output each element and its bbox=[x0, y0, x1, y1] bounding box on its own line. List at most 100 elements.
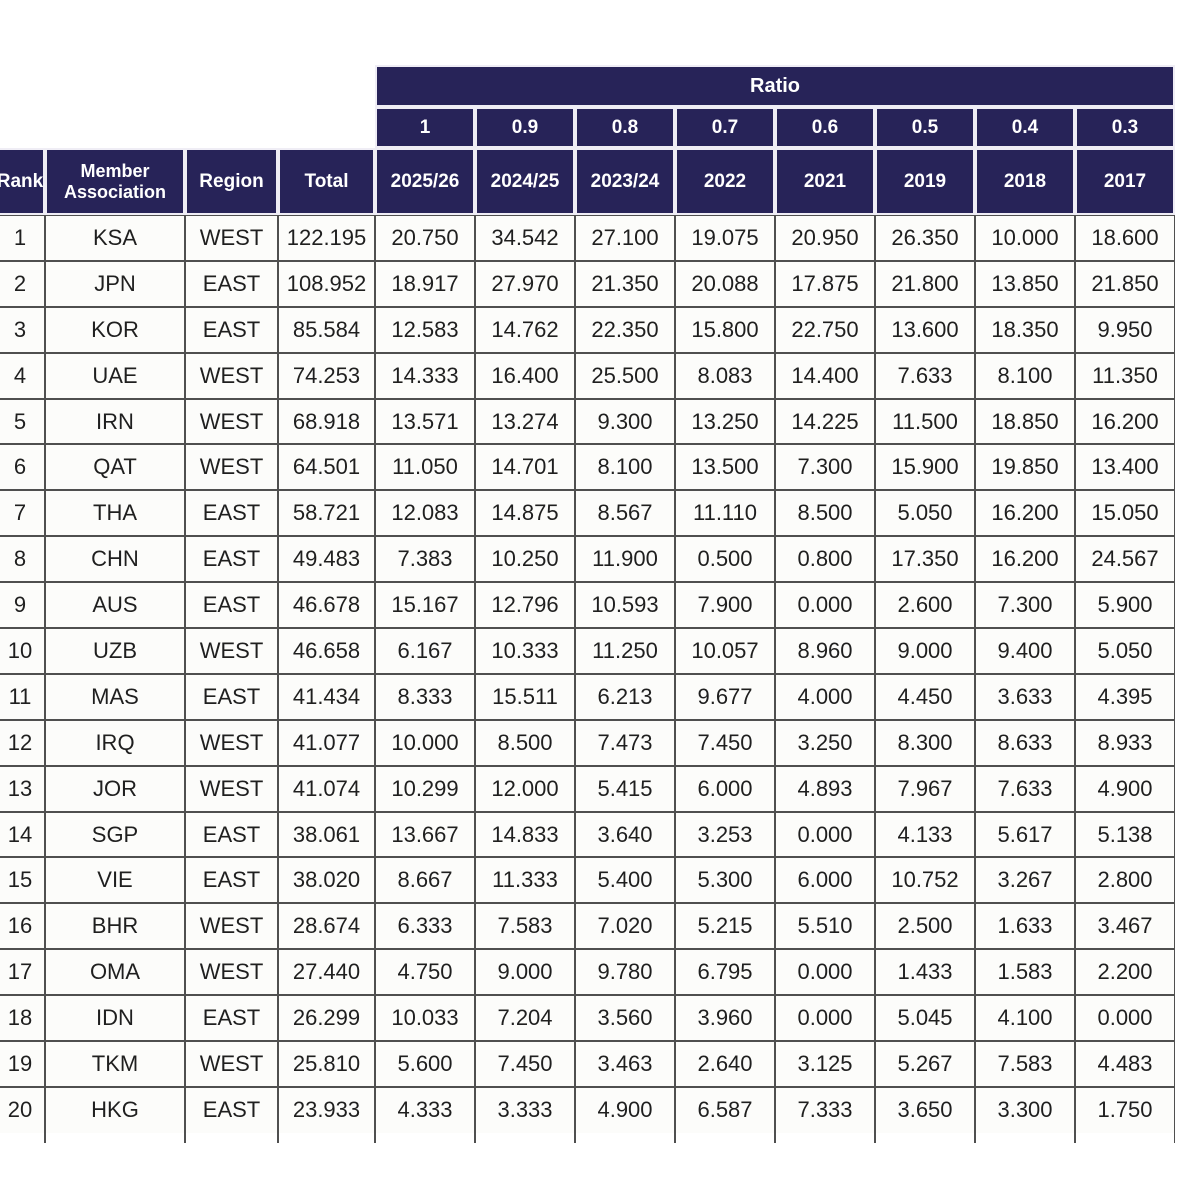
value-cell: 6.587 bbox=[675, 1086, 775, 1133]
total-cell: 64.501 bbox=[278, 444, 375, 491]
col-header-season: 2023/24 bbox=[575, 148, 675, 215]
value-cell: 8.933 bbox=[1075, 719, 1175, 766]
association-cell: QAT bbox=[45, 444, 185, 491]
association-cell: THA bbox=[45, 490, 185, 537]
value-cell: 14.762 bbox=[475, 306, 575, 353]
col-header-total: Total bbox=[278, 148, 375, 215]
value-cell: 15.511 bbox=[475, 673, 575, 720]
value-cell: 18.850 bbox=[975, 398, 1075, 445]
value-cell: 3.250 bbox=[775, 719, 875, 766]
region-cell: EAST bbox=[185, 490, 278, 537]
value-cell: 16.400 bbox=[475, 352, 575, 399]
value-cell: 8.100 bbox=[575, 444, 675, 491]
value-cell: 14.875 bbox=[475, 490, 575, 537]
value-cell: 5.045 bbox=[875, 995, 975, 1042]
value-cell: 5.600 bbox=[375, 1041, 475, 1087]
value-cell: 4.100 bbox=[975, 995, 1075, 1042]
value-cell: 3.125 bbox=[775, 1041, 875, 1087]
value-cell: 5.617 bbox=[975, 811, 1075, 858]
value-cell: 10.033 bbox=[375, 995, 475, 1042]
value-cell: 4.900 bbox=[1075, 765, 1175, 812]
value-cell: 10.000 bbox=[375, 719, 475, 766]
value-cell: 9.000 bbox=[475, 949, 575, 996]
value-cell: 9.677 bbox=[675, 673, 775, 720]
value-cell: 20.950 bbox=[775, 215, 875, 261]
col-header-member-association: Member Association bbox=[45, 148, 185, 215]
value-cell: 7.967 bbox=[875, 765, 975, 812]
column-border-tick bbox=[675, 1132, 775, 1143]
association-cell: TKM bbox=[45, 1041, 185, 1087]
value-cell: 13.274 bbox=[475, 398, 575, 445]
value-cell: 7.583 bbox=[475, 903, 575, 950]
value-cell: 6.795 bbox=[675, 949, 775, 996]
value-cell: 27.970 bbox=[475, 260, 575, 307]
value-cell: 14.701 bbox=[475, 444, 575, 491]
value-cell: 13.600 bbox=[875, 306, 975, 353]
value-cell: 0.000 bbox=[775, 995, 875, 1042]
column-border-tick bbox=[775, 1132, 875, 1143]
total-cell: 49.483 bbox=[278, 536, 375, 583]
total-cell: 41.434 bbox=[278, 673, 375, 720]
value-cell: 15.167 bbox=[375, 582, 475, 629]
rank-cell: 19 bbox=[0, 1041, 45, 1087]
ratio-value-header: 0.5 bbox=[875, 107, 975, 148]
total-cell: 74.253 bbox=[278, 352, 375, 399]
rank-cell: 15 bbox=[0, 857, 45, 904]
value-cell: 34.542 bbox=[475, 215, 575, 261]
value-cell: 3.333 bbox=[475, 1086, 575, 1133]
value-cell: 16.200 bbox=[1075, 398, 1175, 445]
rank-cell: 12 bbox=[0, 719, 45, 766]
association-cell: AUS bbox=[45, 582, 185, 629]
value-cell: 5.215 bbox=[675, 903, 775, 950]
col-header-season: 2019 bbox=[875, 148, 975, 215]
value-cell: 7.300 bbox=[775, 444, 875, 491]
rank-cell: 17 bbox=[0, 949, 45, 996]
total-cell: 41.077 bbox=[278, 719, 375, 766]
value-cell: 12.000 bbox=[475, 765, 575, 812]
association-cell: MAS bbox=[45, 673, 185, 720]
col-header-season: 2018 bbox=[975, 148, 1075, 215]
value-cell: 0.800 bbox=[775, 536, 875, 583]
rank-cell: 2 bbox=[0, 260, 45, 307]
total-cell: 46.658 bbox=[278, 628, 375, 674]
value-cell: 4.133 bbox=[875, 811, 975, 858]
col-header-rank: Rank bbox=[0, 148, 45, 215]
total-cell: 23.933 bbox=[278, 1086, 375, 1133]
value-cell: 17.875 bbox=[775, 260, 875, 307]
value-cell: 4.900 bbox=[575, 1086, 675, 1133]
total-cell: 108.952 bbox=[278, 260, 375, 307]
ratio-value-header: 0.9 bbox=[475, 107, 575, 148]
total-cell: 26.299 bbox=[278, 995, 375, 1042]
value-cell: 3.640 bbox=[575, 811, 675, 858]
col-header-region: Region bbox=[185, 148, 278, 215]
value-cell: 13.500 bbox=[675, 444, 775, 491]
value-cell: 1.433 bbox=[875, 949, 975, 996]
column-border-tick bbox=[0, 1132, 45, 1143]
value-cell: 7.473 bbox=[575, 719, 675, 766]
empty-cell bbox=[185, 107, 278, 148]
value-cell: 13.571 bbox=[375, 398, 475, 445]
region-cell: WEST bbox=[185, 628, 278, 674]
value-cell: 19.075 bbox=[675, 215, 775, 261]
value-cell: 6.213 bbox=[575, 673, 675, 720]
value-cell: 10.299 bbox=[375, 765, 475, 812]
value-cell: 4.333 bbox=[375, 1086, 475, 1133]
column-border-tick bbox=[475, 1132, 575, 1143]
value-cell: 5.050 bbox=[1075, 628, 1175, 674]
rank-cell: 7 bbox=[0, 490, 45, 537]
value-cell: 8.083 bbox=[675, 352, 775, 399]
value-cell: 17.350 bbox=[875, 536, 975, 583]
association-cell: SGP bbox=[45, 811, 185, 858]
value-cell: 4.000 bbox=[775, 673, 875, 720]
value-cell: 8.300 bbox=[875, 719, 975, 766]
rank-cell: 20 bbox=[0, 1086, 45, 1133]
value-cell: 3.253 bbox=[675, 811, 775, 858]
value-cell: 15.800 bbox=[675, 306, 775, 353]
value-cell: 13.667 bbox=[375, 811, 475, 858]
rank-cell: 14 bbox=[0, 811, 45, 858]
value-cell: 5.050 bbox=[875, 490, 975, 537]
value-cell: 12.796 bbox=[475, 582, 575, 629]
rank-cell: 4 bbox=[0, 352, 45, 399]
ratio-band-header: Ratio bbox=[375, 65, 1175, 107]
value-cell: 3.300 bbox=[975, 1086, 1075, 1133]
